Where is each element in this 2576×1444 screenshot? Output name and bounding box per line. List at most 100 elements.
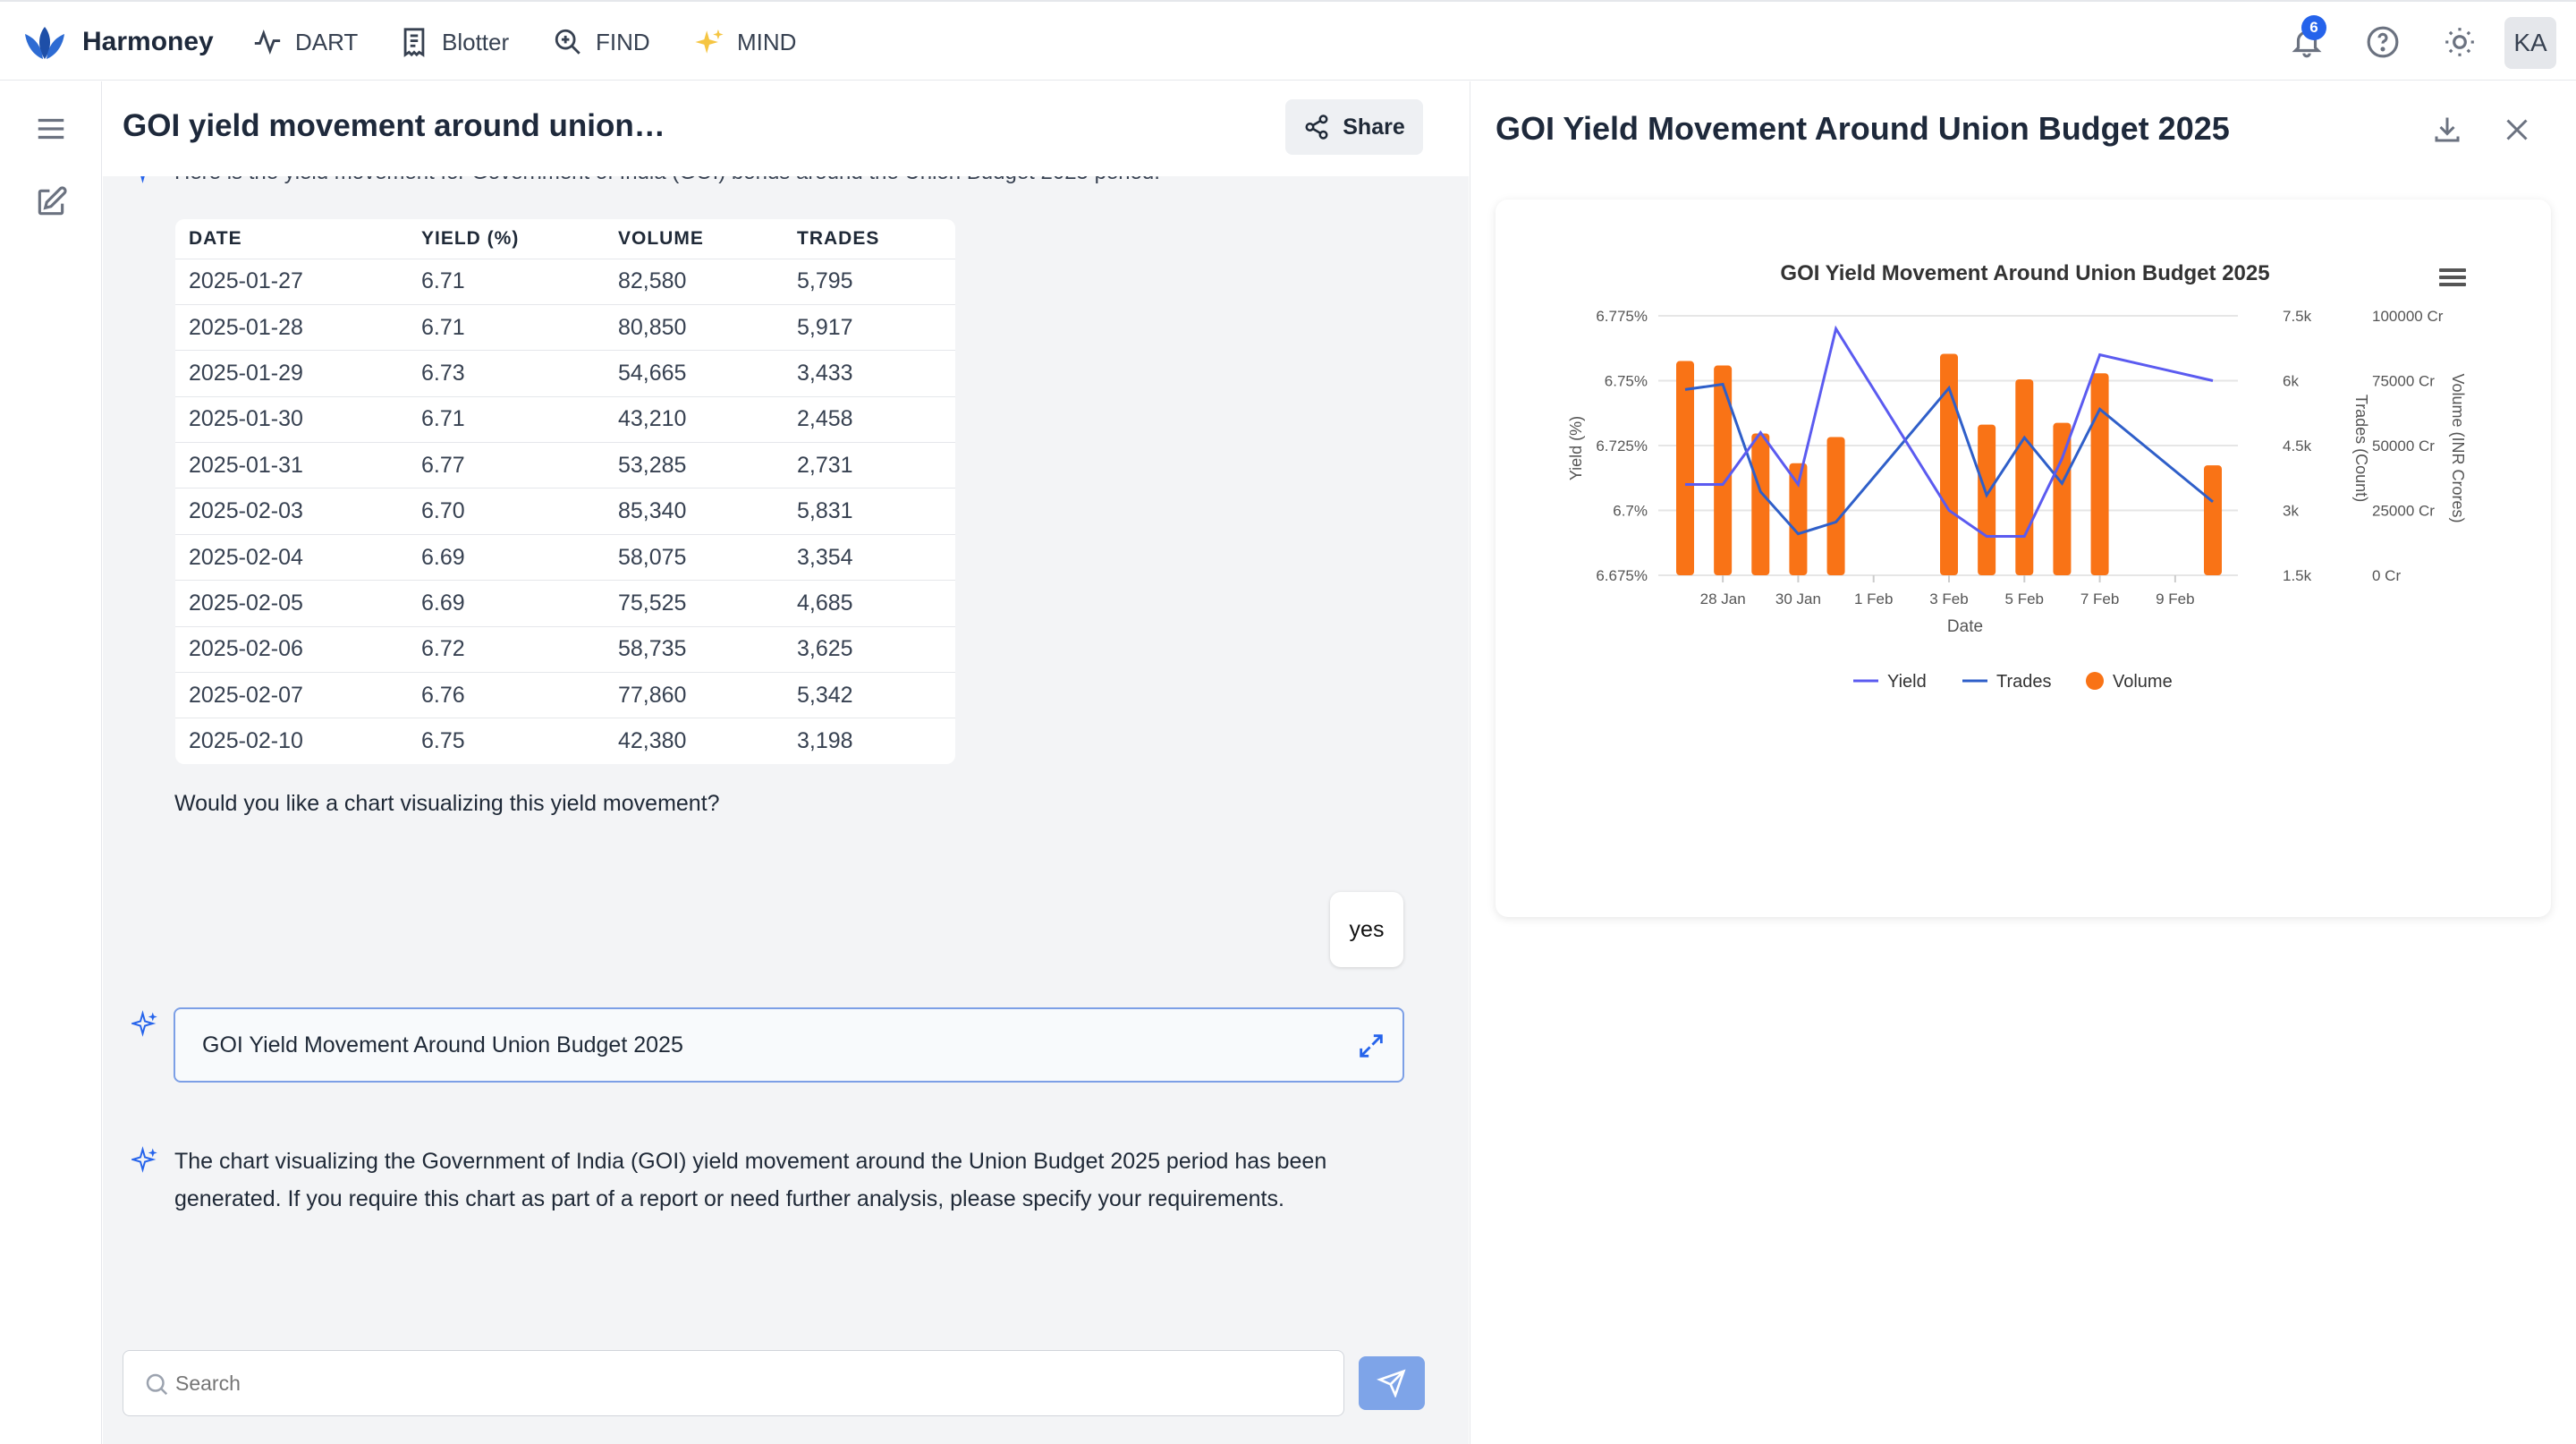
user-message-bubble: yes <box>1330 892 1403 967</box>
cell-volume: 54,665 <box>605 350 784 397</box>
volume-tick-label: 75000 Cr <box>2372 373 2435 390</box>
volume-bar <box>1940 353 1958 575</box>
volume-bar <box>1751 433 1770 575</box>
table-row: 2025-02-04 6.69 58,075 3,354 <box>175 533 955 581</box>
sparkles-icon <box>695 29 724 54</box>
cell-trades: 3,198 <box>784 718 955 765</box>
yield-line <box>1685 325 2214 538</box>
close-icon[interactable] <box>2501 114 2533 146</box>
share-button[interactable]: Share <box>1285 99 1423 155</box>
nav-find[interactable]: FIND <box>553 27 650 57</box>
cell-volume: 77,860 <box>605 672 784 718</box>
cell-date: 2025-01-27 <box>175 258 408 305</box>
share-icon <box>1305 115 1328 140</box>
volume-bar <box>1676 361 1694 575</box>
x-tick-label: 28 Jan <box>1700 590 1746 607</box>
cell-date: 2025-01-28 <box>175 303 408 351</box>
cell-volume: 80,850 <box>605 303 784 351</box>
table-row: 2025-01-30 6.71 43,210 2,458 <box>175 395 955 443</box>
volume-bar <box>2053 422 2072 575</box>
cell-trades: 3,433 <box>784 350 955 397</box>
left-rail <box>0 81 102 1444</box>
nav-dart-label: DART <box>295 28 359 55</box>
chart-menu-icon <box>2439 283 2466 286</box>
volume-tick-label: 100000 Cr <box>2372 308 2444 325</box>
x-tick-label: 1 Feb <box>1854 590 1893 607</box>
cell-date: 2025-01-30 <box>175 395 408 443</box>
cell-trades: 3,625 <box>784 625 955 673</box>
trades-tick-label: 4.5k <box>2283 437 2312 454</box>
table-row: 2025-02-06 6.72 58,735 3,625 <box>175 625 955 673</box>
cell-date: 2025-01-31 <box>175 442 408 488</box>
yield-tick-label: 6.7% <box>1613 503 1648 520</box>
cell-yield: 6.69 <box>408 580 605 627</box>
search-input[interactable] <box>175 1367 1329 1399</box>
col-header-trades: TRADES <box>797 227 880 249</box>
cell-volume: 53,285 <box>605 442 784 488</box>
nav-blotter[interactable]: Blotter <box>399 27 509 57</box>
volume-bar <box>1978 424 1996 575</box>
send-button[interactable] <box>1359 1356 1425 1410</box>
table-row: 2025-02-03 6.70 85,340 5,831 <box>175 488 955 535</box>
cell-yield: 6.73 <box>408 350 605 397</box>
volume-bar <box>2090 373 2109 575</box>
volume-bar <box>2015 378 2034 575</box>
nav-mind-label: MIND <box>737 28 797 55</box>
nav-dart[interactable]: DART <box>252 27 358 57</box>
cell-volume: 58,735 <box>605 625 784 673</box>
legend-trades-label: Trades <box>1996 672 2052 692</box>
cell-trades: 2,731 <box>784 442 955 488</box>
sun-icon[interactable] <box>2443 25 2477 59</box>
table-body: 2025-01-27 6.71 82,580 5,795 2025-01-28 6.71 8… <box>175 258 955 765</box>
volume-bar <box>1826 437 1845 575</box>
yield-chart: GOI Yield Movement Around Union Budget 2… <box>1567 261 2467 692</box>
chat-area: Here is the yield movement for Governmen… <box>103 81 1469 1444</box>
nav-mind[interactable]: MIND <box>694 27 796 57</box>
cell-date: 2025-02-10 <box>175 718 408 765</box>
cell-yield: 6.75 <box>408 718 605 765</box>
yield-tick-label: 6.775% <box>1596 308 1648 325</box>
receipt-icon <box>403 28 425 57</box>
yield-tick-label: 6.675% <box>1596 567 1648 584</box>
harmoney-logo-icon[interactable] <box>21 21 68 63</box>
cell-yield: 6.71 <box>408 303 605 351</box>
x-tick-label: 30 Jan <box>1775 590 1821 607</box>
table-row: 2025-01-27 6.71 82,580 5,795 <box>175 258 955 305</box>
download-icon[interactable] <box>2431 114 2463 146</box>
x-axis-title: Date <box>1947 617 1983 636</box>
x-tick-label: 7 Feb <box>2080 590 2119 607</box>
cell-date: 2025-02-07 <box>175 672 408 718</box>
new-chat-icon[interactable] <box>34 185 68 219</box>
yield-tick-label: 6.725% <box>1596 437 1648 454</box>
x-tick-label: 9 Feb <box>2156 590 2194 607</box>
chart-title: GOI Yield Movement Around Union Budget 2… <box>1780 261 2269 285</box>
chat-input-box[interactable] <box>123 1350 1344 1416</box>
avatar[interactable]: KA <box>2504 17 2556 69</box>
notification-badge: 6 <box>2301 15 2326 40</box>
cell-trades: 5,917 <box>784 303 955 351</box>
cell-volume: 58,075 <box>605 533 784 581</box>
assistant-response: The chart visualizing the Government of … <box>174 1149 1327 1211</box>
expand-icon[interactable] <box>1356 1031 1386 1061</box>
cell-yield: 6.69 <box>408 533 605 581</box>
trades-tick-label: 3k <box>2283 503 2299 520</box>
table-row: 2025-02-07 6.76 77,860 5,342 <box>175 672 955 718</box>
chart-card[interactable]: GOI Yield Movement Around Union Budget 2… <box>174 1007 1404 1083</box>
cell-yield: 6.70 <box>408 488 605 535</box>
volume-bar <box>1714 365 1733 575</box>
volume-tick-label: 25000 Cr <box>2372 503 2435 520</box>
table-row: 2025-01-28 6.71 80,850 5,917 <box>175 303 955 351</box>
cell-trades: 5,342 <box>784 672 955 718</box>
help-icon[interactable] <box>2366 25 2400 59</box>
activity-icon <box>254 29 281 55</box>
table-header-row: DATE YIELD (%) VOLUME TRADES <box>175 219 955 259</box>
brand-name[interactable]: Harmoney <box>82 27 214 56</box>
cell-yield: 6.72 <box>408 625 605 673</box>
chart-panel: GOI Yield Movement Around Union Budget 2… <box>1470 81 2576 1444</box>
cell-volume: 75,525 <box>605 580 784 627</box>
col-header-volume: VOLUME <box>618 227 704 249</box>
chart-container: GOI Yield Movement Around Union Budget 2… <box>1496 200 2551 917</box>
cell-trades: 5,795 <box>784 258 955 305</box>
x-tick-label: 5 Feb <box>2005 590 2044 607</box>
menu-icon[interactable] <box>34 112 68 146</box>
